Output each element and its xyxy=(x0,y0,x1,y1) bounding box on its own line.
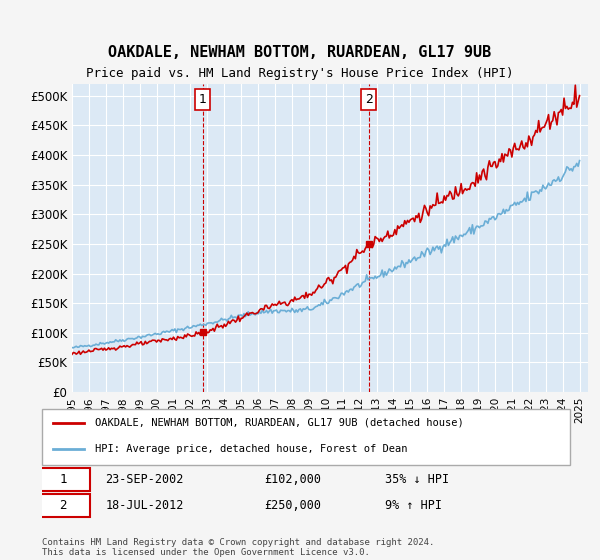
Text: 2: 2 xyxy=(59,499,67,512)
Text: OAKDALE, NEWHAM BOTTOM, RUARDEAN, GL17 9UB: OAKDALE, NEWHAM BOTTOM, RUARDEAN, GL17 9… xyxy=(109,45,491,60)
Text: 2: 2 xyxy=(365,93,373,106)
Text: HPI: Average price, detached house, Forest of Dean: HPI: Average price, detached house, Fore… xyxy=(95,444,407,454)
Text: Price paid vs. HM Land Registry's House Price Index (HPI): Price paid vs. HM Land Registry's House … xyxy=(86,67,514,80)
Text: £250,000: £250,000 xyxy=(264,499,321,512)
Text: OAKDALE, NEWHAM BOTTOM, RUARDEAN, GL17 9UB (detached house): OAKDALE, NEWHAM BOTTOM, RUARDEAN, GL17 9… xyxy=(95,418,464,428)
Text: 9% ↑ HPI: 9% ↑ HPI xyxy=(385,499,442,512)
FancyBboxPatch shape xyxy=(42,409,570,465)
FancyBboxPatch shape xyxy=(37,468,89,491)
Text: 18-JUL-2012: 18-JUL-2012 xyxy=(106,499,184,512)
Text: 35% ↓ HPI: 35% ↓ HPI xyxy=(385,473,449,486)
Text: 1: 1 xyxy=(199,93,207,106)
Text: 23-SEP-2002: 23-SEP-2002 xyxy=(106,473,184,486)
Text: £102,000: £102,000 xyxy=(264,473,321,486)
Text: 1: 1 xyxy=(59,473,67,486)
Text: Contains HM Land Registry data © Crown copyright and database right 2024.
This d: Contains HM Land Registry data © Crown c… xyxy=(42,538,434,557)
FancyBboxPatch shape xyxy=(37,494,89,517)
